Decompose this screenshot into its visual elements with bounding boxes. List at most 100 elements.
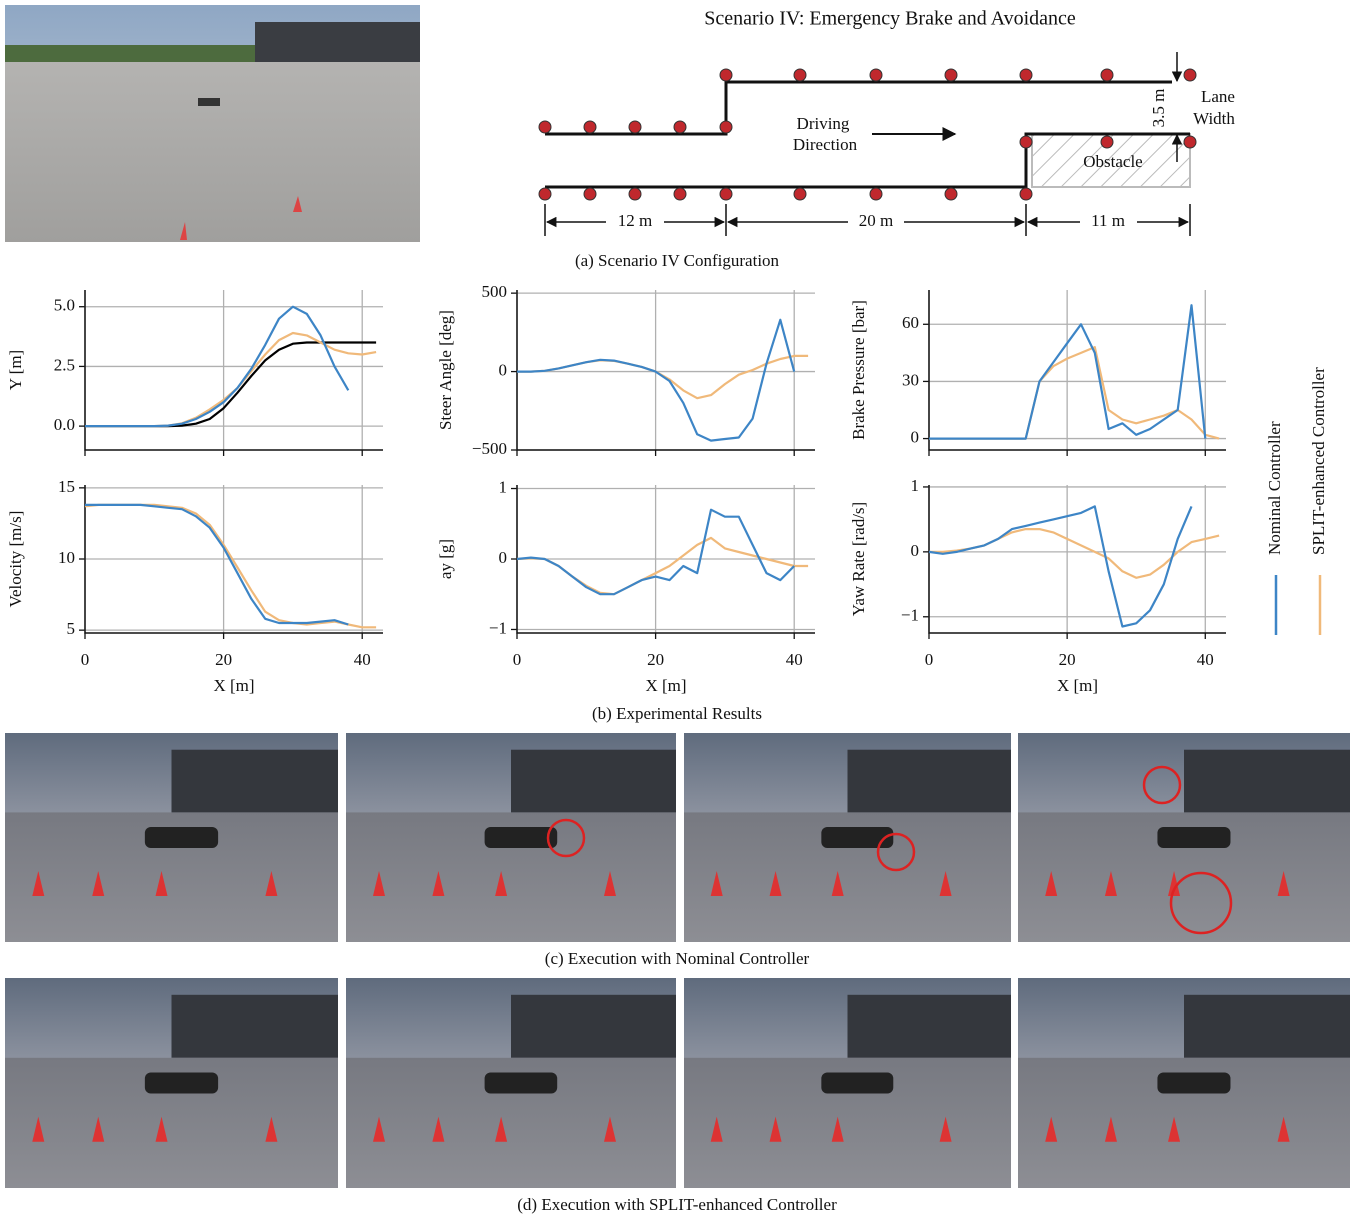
diagram-label: Direction bbox=[793, 135, 858, 154]
photo-cone bbox=[265, 1116, 278, 1142]
photo-cone bbox=[92, 870, 105, 897]
photo-cone bbox=[373, 1116, 385, 1142]
photo-vehicle bbox=[1157, 827, 1231, 848]
dimension-label: 12 m bbox=[618, 211, 652, 230]
photo-cone bbox=[495, 870, 508, 897]
photo-building bbox=[171, 994, 338, 1058]
dimension-label: 11 m bbox=[1091, 211, 1125, 230]
x-tick-label: 40 bbox=[354, 650, 371, 669]
photo-cone bbox=[1104, 870, 1117, 897]
photo-cone bbox=[495, 1116, 508, 1142]
photo-cone bbox=[32, 870, 45, 897]
x-tick-label: 20 bbox=[647, 650, 664, 669]
y-tick-label: 30 bbox=[902, 370, 919, 389]
diagram-label: Driving bbox=[797, 114, 850, 133]
highlight-circles bbox=[546, 765, 1233, 935]
photo-cone bbox=[604, 870, 616, 897]
series-line bbox=[929, 346, 1220, 440]
photo-building bbox=[1184, 994, 1350, 1058]
diagram-label: 3.5 m bbox=[1149, 89, 1168, 128]
caption: (a) Scenario IV Configuration bbox=[575, 251, 780, 270]
photo-cone bbox=[769, 870, 782, 897]
photo-building bbox=[171, 749, 338, 813]
photo-vehicle bbox=[484, 827, 558, 848]
x-axis-label: X [m] bbox=[645, 676, 686, 695]
y-axis-label: Y [m] bbox=[6, 350, 25, 390]
axis-spine bbox=[928, 485, 1226, 634]
diagram-label: Lane bbox=[1201, 87, 1235, 106]
legend-label: Nominal Controller bbox=[1265, 421, 1284, 555]
photo-building bbox=[847, 994, 1011, 1058]
y-axis-label: Yaw Rate [rad/s] bbox=[849, 502, 868, 616]
photo-cone bbox=[769, 1116, 782, 1142]
photo-building bbox=[511, 749, 676, 813]
photo-cone bbox=[831, 1116, 844, 1142]
series-line bbox=[517, 318, 796, 442]
photo-cone bbox=[155, 1116, 168, 1142]
photo-cone bbox=[155, 870, 168, 897]
series-line bbox=[929, 528, 1220, 579]
legend-label: SPLIT-enhanced Controller bbox=[1309, 367, 1328, 555]
photo-vehicle bbox=[821, 827, 894, 848]
photo-cone bbox=[265, 870, 278, 897]
x-tick-label: 20 bbox=[1059, 650, 1076, 669]
x-tick-label: 0 bbox=[81, 650, 90, 669]
y-tick-label: 1 bbox=[911, 476, 920, 495]
x-tick-label: 0 bbox=[925, 650, 934, 669]
y-tick-label: −1 bbox=[489, 618, 507, 637]
series-line bbox=[84, 503, 377, 629]
diagram-label: Obstacle bbox=[1083, 152, 1142, 171]
y-tick-label: 5 bbox=[67, 619, 76, 638]
y-tick-label: 0 bbox=[911, 541, 920, 560]
lane-boundary bbox=[545, 80, 1172, 136]
x-tick-label: 20 bbox=[215, 650, 232, 669]
photo-cone bbox=[710, 1116, 723, 1142]
photo-cone bbox=[1045, 1116, 1058, 1142]
photo-cone bbox=[1168, 1116, 1181, 1142]
photo-cone bbox=[1104, 1116, 1117, 1142]
x-axis-label: X [m] bbox=[1057, 676, 1098, 695]
dimension-label: 20 m bbox=[859, 211, 893, 230]
site-photo bbox=[5, 5, 420, 242]
photo-cone bbox=[32, 1116, 45, 1142]
series-line bbox=[85, 503, 349, 626]
y-axis-label: Steer Angle [deg] bbox=[436, 310, 455, 430]
x-tick-label: 0 bbox=[513, 650, 522, 669]
axis-spine bbox=[84, 485, 383, 634]
y-tick-label: 0 bbox=[911, 427, 920, 446]
y-axis-label: Brake Pressure [bar] bbox=[849, 300, 868, 440]
x-tick-label: 40 bbox=[786, 650, 803, 669]
photo-vehicle bbox=[1157, 1072, 1231, 1094]
photo-cone bbox=[710, 870, 723, 897]
y-tick-label: 0 bbox=[499, 360, 508, 379]
series-line bbox=[928, 505, 1193, 628]
y-tick-label: −1 bbox=[901, 606, 919, 625]
scenario-diagram: Scenario IV: Emergency Brake and Avoidan… bbox=[538, 8, 1235, 236]
photo-building bbox=[1184, 749, 1350, 813]
photo-vehicle bbox=[821, 1072, 894, 1094]
photo-cone bbox=[373, 870, 385, 897]
y-tick-label: 0 bbox=[499, 548, 508, 567]
series-line bbox=[929, 304, 1207, 440]
photo-cone bbox=[92, 1116, 105, 1142]
caption: (b) Experimental Results bbox=[592, 704, 762, 723]
photo-vehicle bbox=[484, 1072, 558, 1094]
series-line bbox=[85, 331, 377, 428]
x-tick-label: 40 bbox=[1197, 650, 1214, 669]
axis-spine bbox=[516, 485, 815, 634]
cones bbox=[538, 68, 1197, 201]
photo-cone bbox=[432, 1116, 445, 1142]
photo-building bbox=[511, 994, 676, 1058]
series-line bbox=[85, 341, 377, 428]
series-line bbox=[516, 536, 809, 596]
series-line bbox=[85, 305, 350, 428]
photo-building bbox=[847, 749, 1011, 813]
caption: (d) Execution with SPLIT-enhanced Contro… bbox=[517, 1195, 837, 1214]
photo-cone bbox=[939, 870, 952, 897]
photo-vehicle bbox=[144, 1072, 219, 1094]
photo-cone bbox=[1168, 870, 1181, 897]
y-tick-label: −500 bbox=[472, 439, 507, 458]
photo-cone bbox=[831, 870, 844, 897]
